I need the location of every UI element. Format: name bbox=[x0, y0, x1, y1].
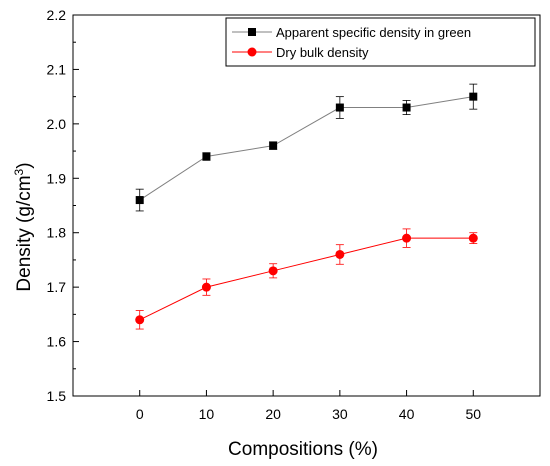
y-axis-title-superscript: 3 bbox=[12, 168, 26, 175]
y-tick-label: 1.6 bbox=[47, 334, 67, 350]
legend-label-green: Apparent specific density in green bbox=[276, 25, 471, 40]
y-tick-label: 2.2 bbox=[47, 7, 67, 23]
legend: Apparent specific density in green Dry b… bbox=[225, 17, 536, 67]
y-tick-label: 2.1 bbox=[47, 61, 67, 77]
plot-border bbox=[72, 14, 541, 397]
x-tick-label: 20 bbox=[265, 406, 281, 422]
data-point-dry-bulk-density bbox=[135, 315, 145, 325]
y-tick-label: 1.9 bbox=[47, 170, 67, 186]
series-layer bbox=[135, 83, 478, 330]
y-axis-title: Density (g/cm3) bbox=[12, 162, 35, 291]
y-tick-label: 2.0 bbox=[47, 116, 67, 132]
series-line-green-density bbox=[139, 96, 474, 201]
legend-label-dry: Dry bulk density bbox=[276, 45, 369, 60]
x-tick-label: 50 bbox=[465, 406, 481, 422]
data-point-green-density bbox=[269, 141, 278, 150]
data-point-green-density bbox=[469, 92, 478, 101]
y-axis: 1.5 1.6 1.7 1.8 1.9 2.0 2.1 2.2 bbox=[47, 7, 79, 404]
data-point-green-density bbox=[202, 152, 211, 161]
data-point-dry-bulk-density bbox=[268, 266, 278, 276]
data-point-green-density bbox=[135, 196, 144, 205]
x-tick-label: 40 bbox=[399, 406, 415, 422]
data-point-dry-bulk-density bbox=[468, 233, 478, 243]
x-tick-label: 30 bbox=[332, 406, 348, 422]
legend-box bbox=[225, 17, 536, 67]
y-tick-label: 1.8 bbox=[47, 225, 67, 241]
legend-marker-green bbox=[248, 28, 256, 36]
legend-marker-dry bbox=[247, 47, 257, 57]
data-point-dry-bulk-density bbox=[201, 282, 211, 292]
plot-frame bbox=[72, 14, 541, 397]
y-axis-title-close: ) bbox=[14, 162, 35, 168]
data-point-green-density bbox=[402, 103, 411, 112]
x-axis: 0 10 20 30 40 50 bbox=[136, 390, 481, 422]
y-tick-label: 1.7 bbox=[47, 279, 67, 295]
x-tick-label: 10 bbox=[199, 406, 215, 422]
data-point-dry-bulk-density bbox=[402, 233, 412, 243]
y-tick-label: 1.5 bbox=[47, 388, 67, 404]
data-point-dry-bulk-density bbox=[335, 249, 345, 259]
series-line-dry-bulk-density bbox=[139, 237, 474, 321]
y-axis-title-main: Density (g/cm bbox=[14, 175, 35, 291]
data-point-green-density bbox=[335, 103, 344, 112]
x-tick-label: 0 bbox=[136, 406, 144, 422]
x-axis-title: Compositions (%) bbox=[228, 439, 378, 460]
